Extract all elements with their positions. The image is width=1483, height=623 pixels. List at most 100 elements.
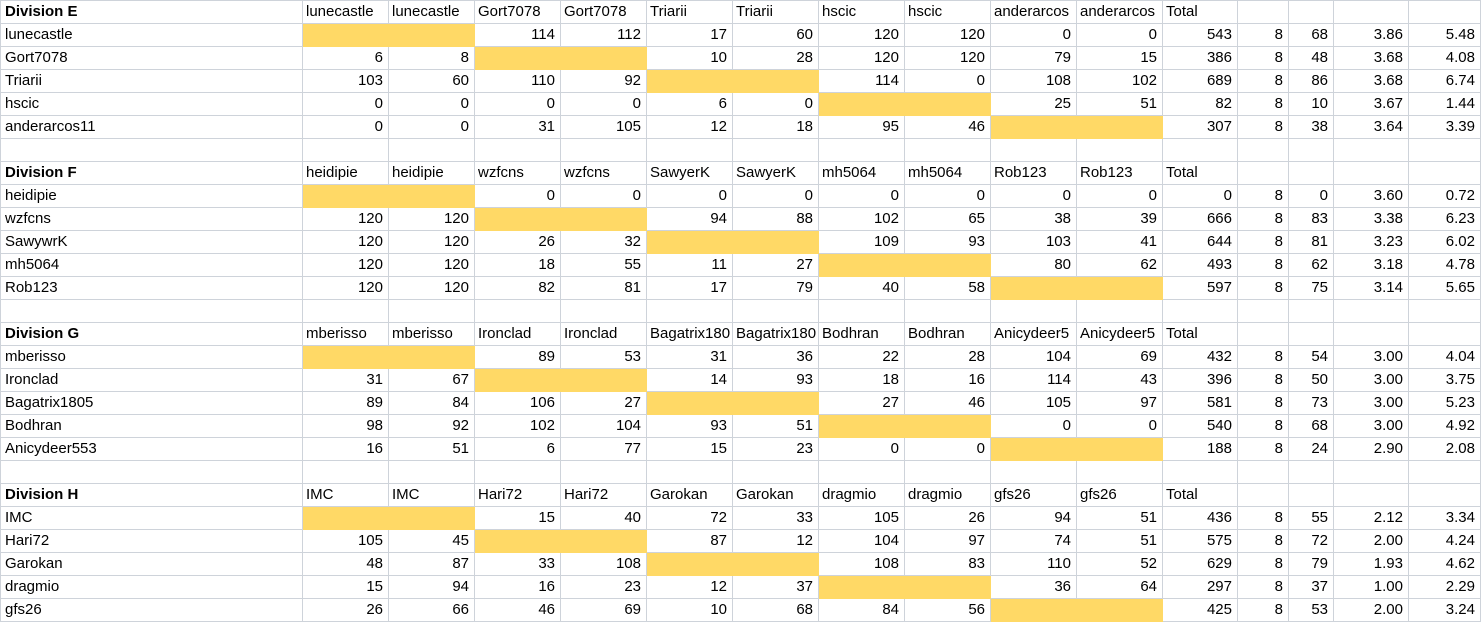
- score-cell[interactable]: 120: [302, 207, 389, 231]
- opponent-header-cell[interactable]: dragmio: [818, 483, 905, 507]
- total-cell[interactable]: 581: [1162, 391, 1238, 415]
- score-cell[interactable]: 15: [302, 575, 389, 599]
- score-cell[interactable]: 0: [1076, 414, 1163, 438]
- score-cell[interactable]: 97: [1076, 391, 1163, 415]
- average-cell[interactable]: 2.90: [1333, 437, 1409, 461]
- opponent-header-cell[interactable]: lunecastle: [302, 0, 389, 24]
- blank-cell[interactable]: [474, 299, 561, 323]
- average-cell[interactable]: 2.00: [1333, 529, 1409, 553]
- score-cell[interactable]: 65: [904, 207, 991, 231]
- points-cell[interactable]: 73: [1288, 391, 1334, 415]
- points-cell[interactable]: 55: [1288, 506, 1334, 530]
- opponent-header-cell[interactable]: Hari72: [474, 483, 561, 507]
- played-cell[interactable]: 8: [1237, 391, 1289, 415]
- score-cell[interactable]: 33: [474, 552, 561, 576]
- team-name-cell[interactable]: mberisso: [0, 345, 303, 369]
- total-cell[interactable]: 82: [1162, 92, 1238, 116]
- self-match-cell[interactable]: [302, 184, 475, 208]
- team-name-cell[interactable]: Garokan: [0, 552, 303, 576]
- score-cell[interactable]: 0: [732, 184, 819, 208]
- score-cell[interactable]: 37: [732, 575, 819, 599]
- self-match-cell[interactable]: [302, 506, 475, 530]
- empty-header-cell[interactable]: [1288, 161, 1334, 185]
- score-cell[interactable]: 18: [732, 115, 819, 139]
- score-cell[interactable]: 0: [904, 69, 991, 93]
- blank-cell[interactable]: [732, 460, 819, 484]
- points-cell[interactable]: 24: [1288, 437, 1334, 461]
- score-cell[interactable]: 0: [904, 184, 991, 208]
- points-cell[interactable]: 68: [1288, 23, 1334, 47]
- empty-header-cell[interactable]: [1237, 483, 1289, 507]
- total-cell[interactable]: 425: [1162, 598, 1238, 622]
- opponent-header-cell[interactable]: Ironclad: [474, 322, 561, 346]
- score-cell[interactable]: 95: [818, 115, 905, 139]
- score-cell[interactable]: 92: [388, 414, 475, 438]
- blank-cell[interactable]: [0, 460, 303, 484]
- opponent-header-cell[interactable]: mberisso: [388, 322, 475, 346]
- team-name-cell[interactable]: mh5064: [0, 253, 303, 277]
- score-cell[interactable]: 108: [560, 552, 647, 576]
- points-cell[interactable]: 0: [1288, 184, 1334, 208]
- blank-cell[interactable]: [646, 138, 733, 162]
- total-header-cell[interactable]: Total: [1162, 0, 1238, 24]
- score-cell[interactable]: 16: [302, 437, 389, 461]
- played-cell[interactable]: 8: [1237, 115, 1289, 139]
- average-cell[interactable]: 3.24: [1408, 598, 1481, 622]
- team-name-cell[interactable]: Triarii: [0, 69, 303, 93]
- score-cell[interactable]: 60: [388, 69, 475, 93]
- blank-cell[interactable]: [474, 138, 561, 162]
- score-cell[interactable]: 0: [302, 92, 389, 116]
- opponent-header-cell[interactable]: Bagatrix180: [732, 322, 819, 346]
- score-cell[interactable]: 0: [732, 92, 819, 116]
- score-cell[interactable]: 120: [904, 46, 991, 70]
- points-cell[interactable]: 48: [1288, 46, 1334, 70]
- blank-cell[interactable]: [818, 299, 905, 323]
- played-cell[interactable]: 8: [1237, 253, 1289, 277]
- score-cell[interactable]: 51: [1076, 92, 1163, 116]
- score-cell[interactable]: 0: [474, 92, 561, 116]
- points-cell[interactable]: 53: [1288, 598, 1334, 622]
- played-cell[interactable]: 8: [1237, 207, 1289, 231]
- score-cell[interactable]: 94: [388, 575, 475, 599]
- score-cell[interactable]: 43: [1076, 368, 1163, 392]
- score-cell[interactable]: 120: [302, 230, 389, 254]
- average-cell[interactable]: 6.23: [1408, 207, 1481, 231]
- opponent-header-cell[interactable]: anderarcos: [1076, 0, 1163, 24]
- score-cell[interactable]: 10: [646, 46, 733, 70]
- average-cell[interactable]: 5.23: [1408, 391, 1481, 415]
- played-cell[interactable]: 8: [1237, 230, 1289, 254]
- played-cell[interactable]: 8: [1237, 46, 1289, 70]
- score-cell[interactable]: 74: [990, 529, 1077, 553]
- score-cell[interactable]: 120: [302, 276, 389, 300]
- average-cell[interactable]: 4.24: [1408, 529, 1481, 553]
- total-cell[interactable]: 543: [1162, 23, 1238, 47]
- played-cell[interactable]: 8: [1237, 368, 1289, 392]
- score-cell[interactable]: 93: [904, 230, 991, 254]
- score-cell[interactable]: 0: [560, 184, 647, 208]
- score-cell[interactable]: 120: [904, 23, 991, 47]
- self-match-cell[interactable]: [818, 92, 991, 116]
- self-match-cell[interactable]: [302, 23, 475, 47]
- opponent-header-cell[interactable]: Anicydeer5: [1076, 322, 1163, 346]
- score-cell[interactable]: 0: [474, 184, 561, 208]
- opponent-header-cell[interactable]: Gort7078: [560, 0, 647, 24]
- average-cell[interactable]: 3.14: [1333, 276, 1409, 300]
- empty-header-cell[interactable]: [1408, 483, 1481, 507]
- played-cell[interactable]: 8: [1237, 552, 1289, 576]
- score-cell[interactable]: 26: [474, 230, 561, 254]
- score-cell[interactable]: 104: [990, 345, 1077, 369]
- self-match-cell[interactable]: [474, 368, 647, 392]
- score-cell[interactable]: 69: [560, 598, 647, 622]
- opponent-header-cell[interactable]: IMC: [302, 483, 389, 507]
- score-cell[interactable]: 87: [646, 529, 733, 553]
- average-cell[interactable]: 3.39: [1408, 115, 1481, 139]
- total-cell[interactable]: 575: [1162, 529, 1238, 553]
- score-cell[interactable]: 89: [474, 345, 561, 369]
- blank-cell[interactable]: [388, 138, 475, 162]
- score-cell[interactable]: 114: [990, 368, 1077, 392]
- score-cell[interactable]: 93: [732, 368, 819, 392]
- average-cell[interactable]: 2.08: [1408, 437, 1481, 461]
- blank-cell[interactable]: [904, 138, 991, 162]
- score-cell[interactable]: 36: [990, 575, 1077, 599]
- score-cell[interactable]: 16: [904, 368, 991, 392]
